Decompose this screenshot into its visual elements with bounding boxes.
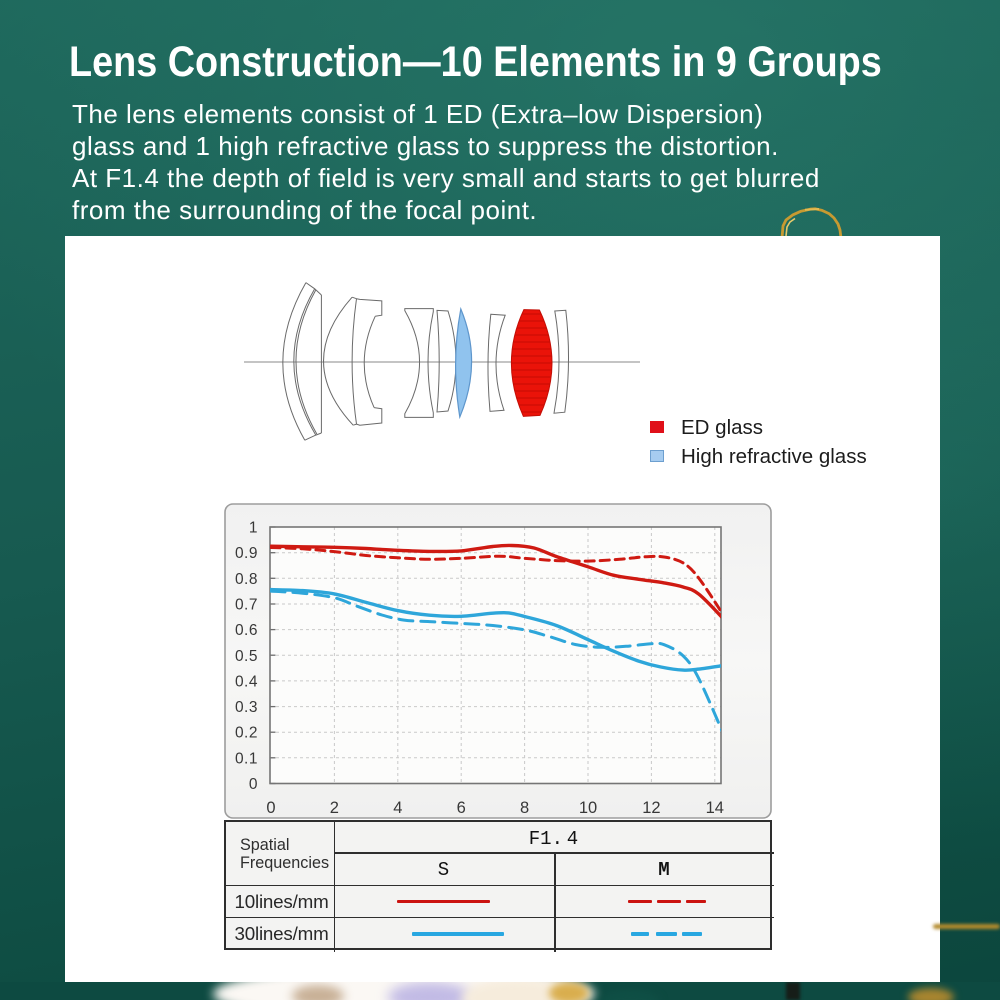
svg-text:8: 8 (520, 799, 529, 817)
svg-text:0.9: 0.9 (235, 545, 258, 562)
svg-text:0: 0 (266, 799, 275, 817)
svg-text:0.8: 0.8 (235, 570, 258, 587)
svg-text:6: 6 (457, 799, 466, 817)
svg-text:14: 14 (706, 799, 724, 817)
svg-text:0.5: 0.5 (235, 647, 258, 664)
svg-text:0.7: 0.7 (235, 596, 258, 613)
svg-text:12: 12 (642, 799, 660, 817)
svg-text:1: 1 (249, 519, 258, 536)
svg-text:0.6: 0.6 (235, 622, 258, 639)
svg-text:10: 10 (579, 799, 597, 817)
svg-text:0.1: 0.1 (235, 750, 258, 767)
svg-text:0.2: 0.2 (235, 724, 258, 741)
svg-text:2: 2 (330, 799, 339, 817)
svg-text:0.4: 0.4 (235, 673, 258, 690)
svg-text:4: 4 (393, 799, 402, 817)
svg-text:0.3: 0.3 (235, 699, 258, 716)
svg-text:0: 0 (249, 776, 258, 793)
